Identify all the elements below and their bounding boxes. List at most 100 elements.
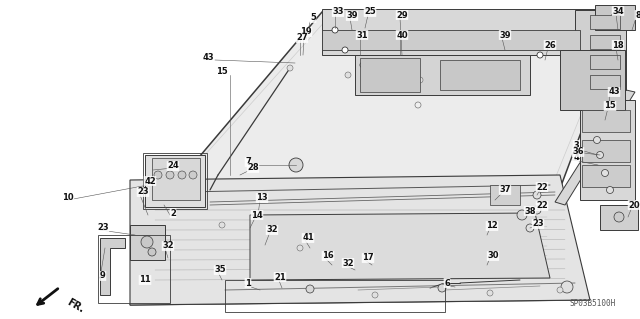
Text: 23: 23 [532, 219, 544, 228]
Text: 2: 2 [170, 209, 176, 218]
Text: 27: 27 [296, 33, 308, 42]
Polygon shape [582, 165, 630, 187]
Text: 38: 38 [524, 206, 536, 216]
Polygon shape [595, 5, 635, 30]
Text: 19: 19 [300, 27, 312, 36]
Text: 16: 16 [322, 251, 334, 261]
Text: 41: 41 [302, 234, 314, 242]
Text: 5: 5 [310, 13, 316, 23]
Circle shape [505, 62, 511, 68]
Text: 29: 29 [396, 11, 408, 19]
Text: 22: 22 [536, 202, 548, 211]
Circle shape [417, 77, 423, 83]
Circle shape [360, 62, 366, 68]
Text: 8: 8 [635, 11, 640, 19]
Polygon shape [590, 35, 620, 49]
Text: SP03B5100H: SP03B5100H [570, 299, 616, 308]
Circle shape [392, 72, 398, 78]
Bar [225, 280, 445, 312]
Polygon shape [560, 50, 625, 110]
Text: 37: 37 [499, 186, 511, 195]
Polygon shape [575, 10, 626, 90]
Text: 34: 34 [612, 6, 624, 16]
Polygon shape [168, 18, 620, 196]
Text: 39: 39 [346, 11, 358, 20]
Text: 32: 32 [342, 258, 354, 268]
Polygon shape [355, 55, 530, 95]
Circle shape [178, 171, 186, 179]
Circle shape [487, 69, 493, 75]
Text: 13: 13 [256, 194, 268, 203]
Text: 18: 18 [612, 41, 624, 49]
Circle shape [141, 236, 153, 248]
Circle shape [297, 245, 303, 251]
Text: 14: 14 [251, 211, 263, 219]
Circle shape [166, 171, 174, 179]
Text: 32: 32 [162, 241, 174, 250]
Circle shape [593, 137, 600, 144]
Text: 10: 10 [62, 194, 74, 203]
Text: 43: 43 [608, 87, 620, 97]
Circle shape [537, 52, 543, 58]
Circle shape [148, 248, 156, 256]
Text: 23: 23 [97, 224, 109, 233]
Bar [145, 155, 205, 207]
Polygon shape [582, 110, 630, 132]
Circle shape [438, 284, 446, 292]
Circle shape [154, 171, 162, 179]
Text: 25: 25 [364, 8, 376, 17]
Circle shape [189, 171, 197, 179]
Text: 33: 33 [332, 8, 344, 17]
Text: 28: 28 [247, 164, 259, 173]
Text: 15: 15 [216, 68, 228, 77]
Circle shape [219, 222, 225, 228]
Circle shape [372, 292, 378, 298]
Text: 21: 21 [274, 272, 286, 281]
Polygon shape [590, 15, 620, 29]
Circle shape [607, 187, 614, 194]
Text: 22: 22 [536, 182, 548, 191]
Polygon shape [130, 235, 590, 305]
Text: 42: 42 [144, 176, 156, 186]
Text: 31: 31 [356, 31, 368, 40]
Polygon shape [582, 140, 630, 162]
Circle shape [611, 13, 619, 21]
Polygon shape [161, 12, 626, 202]
Circle shape [415, 102, 421, 108]
Text: 12: 12 [486, 221, 498, 231]
Text: 1: 1 [245, 278, 251, 287]
Text: 17: 17 [362, 254, 374, 263]
Text: 15: 15 [604, 101, 616, 110]
Polygon shape [555, 90, 635, 205]
Circle shape [287, 65, 293, 71]
Text: 7: 7 [245, 158, 251, 167]
Circle shape [614, 212, 624, 222]
Circle shape [342, 47, 348, 53]
Text: 39: 39 [499, 31, 511, 40]
Circle shape [602, 169, 609, 176]
Text: 30: 30 [487, 251, 499, 261]
Circle shape [557, 287, 563, 293]
Text: 11: 11 [139, 276, 151, 285]
Polygon shape [580, 100, 635, 200]
Text: 35: 35 [214, 265, 226, 275]
Polygon shape [490, 185, 520, 205]
Polygon shape [322, 9, 626, 55]
Polygon shape [100, 238, 125, 295]
Bar [143, 153, 207, 209]
Polygon shape [590, 55, 620, 69]
Text: 6: 6 [444, 278, 450, 287]
Polygon shape [440, 60, 520, 90]
Circle shape [596, 152, 604, 159]
Text: 24: 24 [167, 161, 179, 170]
Polygon shape [360, 58, 420, 92]
Text: 36: 36 [572, 147, 584, 157]
Circle shape [487, 290, 493, 296]
Text: 32: 32 [266, 226, 278, 234]
Polygon shape [600, 205, 638, 230]
Circle shape [561, 281, 573, 293]
Bar [98, 235, 170, 303]
Circle shape [533, 191, 541, 199]
Circle shape [526, 224, 534, 232]
Circle shape [412, 67, 418, 73]
